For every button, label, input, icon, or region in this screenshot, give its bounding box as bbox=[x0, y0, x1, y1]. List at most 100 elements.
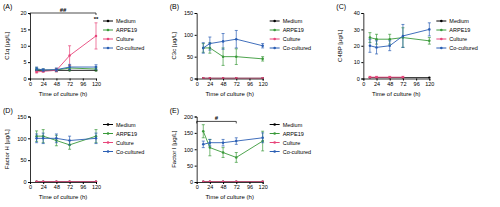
point bbox=[35, 181, 38, 182]
x-axis: 024487296120 bbox=[362, 79, 434, 87]
legend-label: ARPE19 bbox=[116, 27, 137, 33]
y-tick-mark bbox=[195, 149, 197, 150]
point bbox=[402, 35, 405, 38]
point bbox=[55, 181, 58, 182]
y-tick-mark bbox=[195, 117, 197, 118]
error-cap bbox=[68, 45, 71, 46]
point bbox=[209, 42, 212, 45]
legend-line bbox=[103, 21, 113, 22]
legend-line bbox=[270, 30, 280, 31]
error-cap bbox=[368, 39, 371, 40]
error-bar bbox=[208, 37, 211, 50]
error-bar bbox=[55, 134, 58, 143]
x-tick-label: 0 bbox=[196, 81, 199, 87]
y-tick: 100 bbox=[17, 136, 30, 142]
error-stem bbox=[203, 125, 204, 138]
point bbox=[202, 47, 205, 50]
point bbox=[202, 47, 205, 50]
x-tick-label: 24 bbox=[41, 184, 47, 190]
x-tick: 48 bbox=[54, 182, 60, 190]
error-cap bbox=[202, 147, 205, 148]
y-tick-mark bbox=[28, 46, 30, 47]
error-stem bbox=[236, 49, 237, 65]
series-line bbox=[37, 181, 96, 182]
legend-marker bbox=[107, 47, 110, 50]
error-cap bbox=[375, 53, 378, 54]
y-tick: 150 bbox=[17, 114, 30, 120]
x-axis: 024487296120 bbox=[196, 79, 268, 87]
x-axis: 024487296120 bbox=[29, 182, 101, 190]
panel-title: (E) bbox=[170, 107, 179, 115]
error-bar bbox=[261, 131, 264, 151]
point bbox=[402, 76, 405, 78]
x-tick-label: 72 bbox=[400, 81, 406, 87]
y-axis: 050100150 bbox=[17, 114, 30, 185]
x-axis-title: Time of culture (h) bbox=[372, 91, 420, 97]
point bbox=[35, 71, 38, 74]
point bbox=[95, 181, 98, 182]
point bbox=[202, 130, 205, 133]
point bbox=[209, 146, 212, 149]
point bbox=[235, 181, 238, 182]
legend-label: Culture bbox=[283, 36, 301, 42]
panel-title: (B) bbox=[170, 3, 179, 11]
error-stem bbox=[96, 23, 97, 49]
y-tick-mark bbox=[195, 79, 197, 80]
point bbox=[209, 77, 212, 78]
y-tick-label: 20 bbox=[20, 10, 26, 16]
error-bar bbox=[35, 134, 38, 143]
error-cap bbox=[235, 48, 238, 49]
point bbox=[261, 137, 264, 140]
x-tick-label: 120 bbox=[425, 81, 434, 87]
error-bar bbox=[428, 23, 431, 36]
y-tick-label: 20 bbox=[354, 43, 360, 49]
x-tick: 24 bbox=[41, 79, 47, 87]
point bbox=[261, 181, 264, 182]
error-cap bbox=[202, 141, 205, 142]
error-stem bbox=[96, 130, 97, 143]
x-tick: 120 bbox=[92, 182, 101, 190]
x-axis-title: Time of culture (h) bbox=[205, 194, 253, 200]
x-tick-label: 96 bbox=[414, 81, 420, 87]
error-bar bbox=[261, 57, 264, 61]
legend-label: Culture bbox=[449, 36, 467, 42]
error-bar bbox=[202, 141, 205, 148]
error-cap bbox=[375, 34, 378, 35]
point bbox=[42, 181, 45, 182]
x-tick-label: 96 bbox=[247, 184, 253, 190]
y-tick-label: 15 bbox=[20, 27, 26, 33]
error-bar bbox=[42, 69, 45, 72]
y-axis-title: C3c [µg/L] bbox=[171, 32, 177, 60]
x-tick-label: 0 bbox=[29, 184, 32, 190]
point bbox=[35, 181, 38, 182]
error-cap bbox=[95, 133, 98, 134]
y-tick-label: 100 bbox=[17, 136, 26, 142]
legend-marker bbox=[107, 141, 110, 144]
x-tick-label: 120 bbox=[92, 81, 101, 87]
point bbox=[369, 76, 372, 78]
error-cap bbox=[55, 133, 58, 134]
x-tick: 96 bbox=[80, 182, 86, 190]
error-cap bbox=[428, 44, 431, 45]
error-bar bbox=[222, 34, 225, 50]
legend-marker bbox=[107, 132, 110, 135]
error-stem bbox=[36, 134, 37, 143]
error-stem bbox=[209, 139, 210, 155]
error-cap bbox=[202, 124, 205, 125]
x-tick-label: 72 bbox=[234, 184, 240, 190]
point bbox=[202, 143, 205, 146]
legend-line bbox=[103, 48, 113, 49]
error-stem bbox=[209, 37, 210, 50]
error-bar bbox=[68, 136, 71, 145]
error-bar bbox=[95, 65, 98, 70]
y-tick-mark bbox=[195, 57, 197, 58]
x-tick-label: 96 bbox=[80, 184, 86, 190]
error-cap bbox=[428, 22, 431, 23]
point bbox=[95, 137, 98, 140]
error-cap bbox=[68, 140, 71, 141]
panel: (C)024487296120010203040Time of culture … bbox=[336, 3, 477, 97]
legend-line bbox=[103, 124, 113, 125]
error-stem bbox=[236, 138, 237, 145]
error-bar bbox=[235, 138, 238, 145]
y-tick-mark bbox=[28, 79, 30, 80]
